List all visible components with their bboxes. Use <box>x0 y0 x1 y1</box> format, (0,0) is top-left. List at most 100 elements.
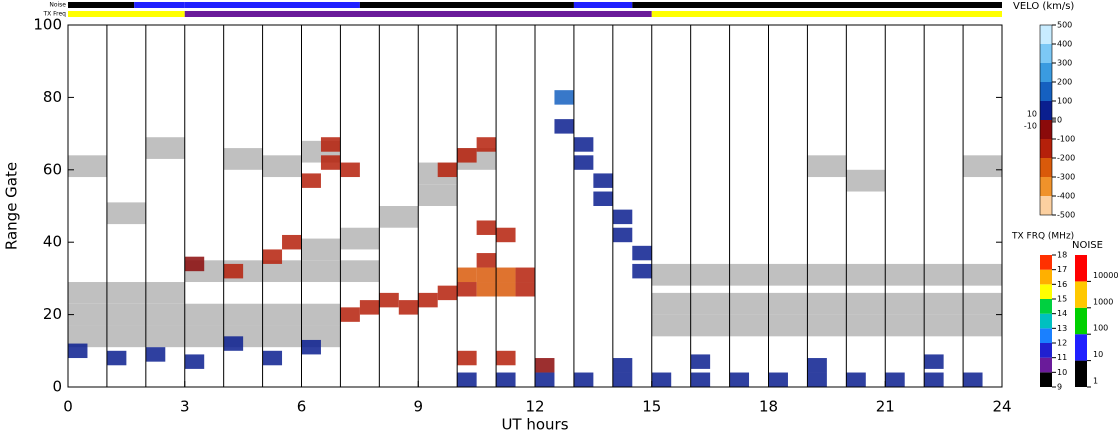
ground-scatter-cell <box>106 282 146 304</box>
velocity-tick-label: -200 <box>1057 154 1075 163</box>
velocity-cell <box>593 173 613 188</box>
velocity-cell <box>145 347 166 362</box>
velocity-cell <box>262 249 283 264</box>
noise-tick-label: 10 <box>1093 350 1103 359</box>
velocity-cell <box>496 372 516 387</box>
velocity-colorbar-band <box>1040 82 1052 101</box>
ground-scatter-cell <box>379 206 419 228</box>
y-tick-label: 60 <box>43 160 62 178</box>
ground-scatter-cell <box>418 184 458 206</box>
velocity-cell <box>846 372 866 387</box>
velocity-cell <box>632 245 652 261</box>
velocity-cell <box>476 267 497 283</box>
tx-segment <box>184 11 652 17</box>
noise-colorbar-band <box>1075 255 1087 282</box>
velocity-cell <box>457 350 477 366</box>
velocity-colorbar-band <box>1040 139 1052 158</box>
velocity-tick-label: -100 <box>1057 135 1075 144</box>
velocity-colorbar-band <box>1040 120 1052 139</box>
ground-scatter-cell <box>846 169 886 192</box>
ground-scatter-cell <box>846 263 886 286</box>
velocity-cell <box>496 227 516 243</box>
noise-segment <box>632 2 1002 8</box>
ground-scatter-cell <box>651 263 691 286</box>
velocity-tick-label: 500 <box>1057 21 1072 30</box>
ground-scatter-cell <box>729 292 769 315</box>
velocity-cell <box>340 307 360 322</box>
tx-colorbar-band <box>1040 357 1052 373</box>
ground-scatter-cell <box>690 292 730 315</box>
ground-scatter-cell <box>729 314 769 337</box>
tx-colorbar-band <box>1040 255 1052 270</box>
ground-scatter-cell <box>768 314 808 337</box>
velocity-cell <box>496 267 516 283</box>
ground-scatter-cell <box>184 303 224 326</box>
x-tick-label: 3 <box>180 398 190 416</box>
velocity-tick-label: -400 <box>1057 192 1075 201</box>
noise-segment <box>134 2 185 8</box>
velocity-cell <box>476 253 497 268</box>
tx-colorbar-band <box>1040 269 1052 285</box>
velocity-cell <box>457 148 477 163</box>
noise-segment <box>68 2 135 8</box>
noise-segment <box>359 2 574 8</box>
velocity-cell <box>379 292 399 308</box>
ground-scatter-cell <box>262 155 302 178</box>
y-tick-label: 0 <box>52 378 62 396</box>
velocity-cell <box>320 155 341 170</box>
noise-tick-label: 1000 <box>1093 297 1113 306</box>
velocity-cell <box>729 372 750 387</box>
velocity-cell <box>924 354 944 369</box>
velocity-cell <box>885 372 905 387</box>
ground-scatter-cell <box>690 314 730 337</box>
velocity-cell <box>690 354 711 369</box>
tx-scale-label: TX FRQ (MHz) <box>1011 232 1074 242</box>
ground-scatter-cell <box>885 263 925 286</box>
velocity-cell <box>476 137 497 152</box>
velocity-cell <box>651 372 672 387</box>
velocity-cell <box>924 372 944 387</box>
ground-scatter-cell <box>145 325 185 348</box>
velocity-cell <box>68 343 88 359</box>
velocity-cell <box>573 372 594 387</box>
ground-scatter-cell <box>68 325 107 348</box>
ground-scatter-cell <box>301 260 341 283</box>
velocity-cell <box>418 292 438 308</box>
velocity-cell <box>457 267 477 283</box>
velocity-colorbar-band <box>1040 44 1052 63</box>
noise-colorbar-band <box>1075 360 1087 387</box>
velocity-cell <box>515 282 535 297</box>
tx-tick-label: 10 <box>1057 368 1067 377</box>
velocity-cell <box>359 300 380 315</box>
noise-scale-label: NOISE <box>1072 240 1103 251</box>
velocity-cell <box>398 300 419 315</box>
x-tick-label: 0 <box>63 398 73 416</box>
tx-tick-label: 11 <box>1057 353 1067 362</box>
ground-scatter-cell <box>846 314 886 337</box>
velocity-cell <box>535 372 555 387</box>
ground-scatter-cell <box>106 202 146 225</box>
ground-scatter-cell <box>651 314 691 337</box>
velocity-cell <box>476 220 497 235</box>
velocity-tick-label: 0 <box>1057 116 1062 125</box>
velocity-cell <box>612 358 633 373</box>
noise-segment <box>184 2 360 8</box>
velocity-cell <box>593 191 613 206</box>
velocity-cell <box>437 285 458 301</box>
velocity-colorbar-band <box>1040 25 1052 44</box>
velocity-cell <box>437 162 458 178</box>
velocity-cell <box>515 267 535 283</box>
ground-scatter-cell <box>924 292 964 315</box>
ground-scatter-cell <box>68 303 107 326</box>
noise-segment <box>573 2 633 8</box>
ground-scatter-cell <box>301 303 341 326</box>
x-tick-label: 15 <box>642 398 661 416</box>
tx-colorbar-band <box>1040 284 1052 299</box>
tx-segment <box>651 11 1002 17</box>
x-tick-label: 12 <box>525 398 544 416</box>
velocity-cell <box>457 282 477 297</box>
velocity-cell <box>496 282 516 297</box>
tx-tick-label: 14 <box>1057 309 1067 318</box>
velocity-cell <box>573 137 594 152</box>
